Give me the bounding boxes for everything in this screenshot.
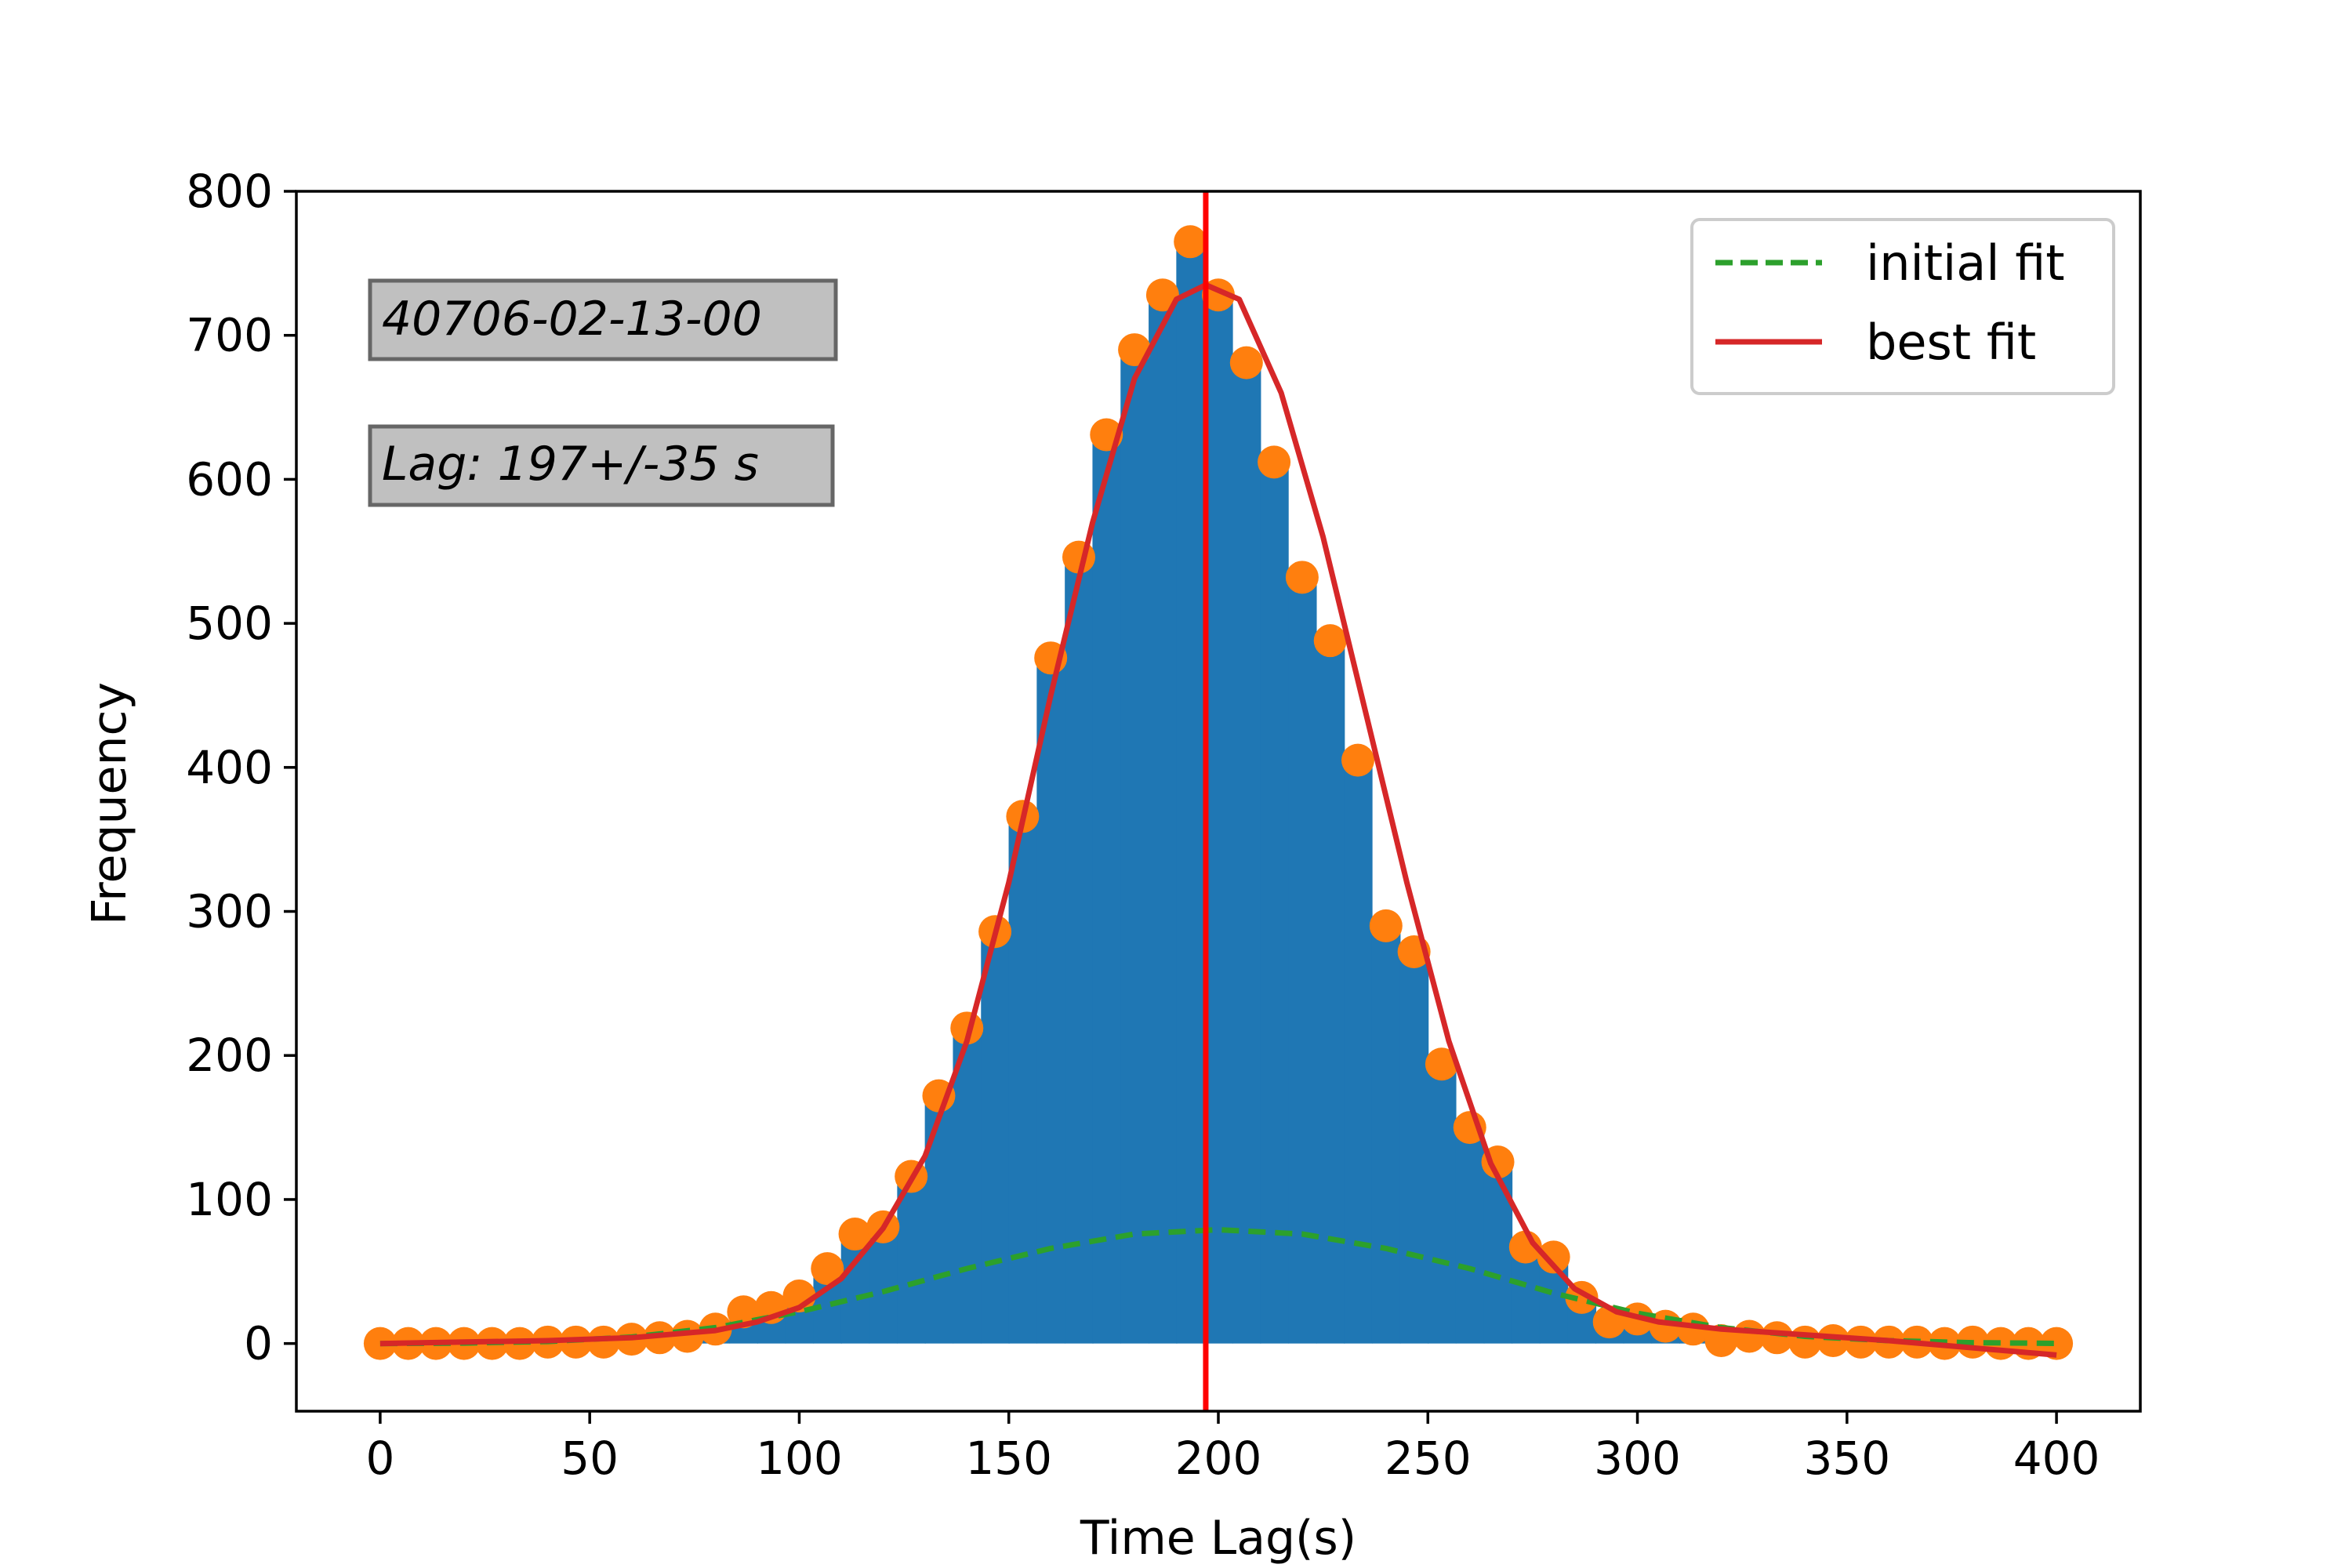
y-tick-label: 400 (186, 741, 273, 794)
histogram-bar (1399, 951, 1429, 1344)
histogram-bar (869, 1226, 898, 1344)
data-point (1229, 346, 1263, 379)
x-tick-label: 350 (1803, 1432, 1890, 1485)
data-point (1145, 278, 1179, 312)
data-point (1174, 225, 1207, 259)
x-tick-label: 400 (2013, 1432, 2100, 1485)
y-tick-label: 200 (186, 1029, 273, 1082)
histogram-bar (1455, 1127, 1485, 1344)
histogram-bar (1371, 925, 1401, 1344)
histogram-bar (897, 1176, 926, 1344)
annotation-run-id-text: 40706-02-13-00 (382, 292, 762, 347)
data-point (1341, 743, 1375, 777)
data-point (1844, 1325, 1878, 1359)
histogram-bar (1092, 434, 1121, 1344)
histogram-bar (1176, 241, 1205, 1344)
data-point (1258, 445, 1291, 479)
x-tick-label: 150 (965, 1432, 1052, 1485)
data-point (1369, 909, 1403, 942)
data-point (1537, 1240, 1570, 1274)
x-axis-ticks: 0 50 100 150 200 250 300 350 400 (365, 1411, 2100, 1485)
histogram-bar (1008, 816, 1037, 1344)
histogram-bar (1120, 350, 1149, 1344)
y-tick-label: 700 (186, 309, 273, 362)
histogram-bar (1288, 577, 1317, 1344)
data-point (1425, 1047, 1458, 1081)
data-point (1788, 1325, 1822, 1359)
histogram-bar (953, 1028, 982, 1344)
y-tick-label: 100 (186, 1173, 273, 1226)
histogram-bar (1065, 557, 1094, 1344)
y-tick-label: 600 (186, 452, 273, 506)
histogram-bar (1428, 1064, 1457, 1344)
y-axis-ticks: 0 100 200 300 400 500 600 700 800 (186, 165, 296, 1370)
histogram-bar (1344, 760, 1373, 1344)
x-tick-label: 300 (1594, 1432, 1681, 1485)
data-point (1508, 1230, 1542, 1264)
annotation-lag-text: Lag: 197+/-35 s (382, 437, 759, 492)
histogram-bar (924, 1095, 954, 1344)
legend-best-fit-label: best fit (1866, 314, 2036, 371)
y-axis-label: Frequency (82, 682, 137, 925)
x-tick-label: 50 (561, 1432, 619, 1485)
histogram-bar (1483, 1162, 1513, 1344)
histogram-bar (1316, 641, 1345, 1344)
legend: initial fit best fit (1690, 218, 2115, 395)
x-tick-label: 250 (1385, 1432, 1472, 1485)
data-point (670, 1319, 704, 1353)
histogram-bar (1232, 362, 1261, 1344)
data-point (1676, 1312, 1710, 1346)
histogram-bar (1260, 462, 1289, 1344)
data-point (1817, 1323, 1850, 1357)
annotation-run-id: 40706-02-13-00 (368, 278, 838, 361)
data-point (1285, 561, 1319, 594)
y-tick-label: 500 (186, 597, 273, 650)
x-tick-label: 200 (1175, 1432, 1262, 1485)
histogram-bar (981, 931, 1010, 1344)
y-tick-label: 0 (244, 1317, 273, 1370)
data-point (586, 1325, 620, 1359)
y-tick-label: 300 (186, 885, 273, 938)
data-point (922, 1079, 956, 1112)
data-point (811, 1252, 844, 1286)
histogram-bar (1204, 295, 1233, 1344)
data-point (1760, 1321, 1794, 1355)
x-tick-label: 100 (756, 1432, 843, 1485)
data-point (1313, 624, 1347, 658)
data-point (727, 1295, 760, 1329)
histogram-bar (1149, 295, 1178, 1344)
y-tick-label: 800 (186, 165, 273, 218)
data-point (838, 1218, 872, 1251)
histogram-bar (1036, 658, 1065, 1344)
x-tick-label: 0 (365, 1432, 394, 1485)
legend-initial-fit-label: initial fit (1866, 234, 2065, 292)
x-axis-label: Time Lag(s) (1080, 1511, 1356, 1566)
histogram-bars (533, 241, 1987, 1344)
annotation-lag: Lag: 197+/-35 s (368, 424, 835, 507)
